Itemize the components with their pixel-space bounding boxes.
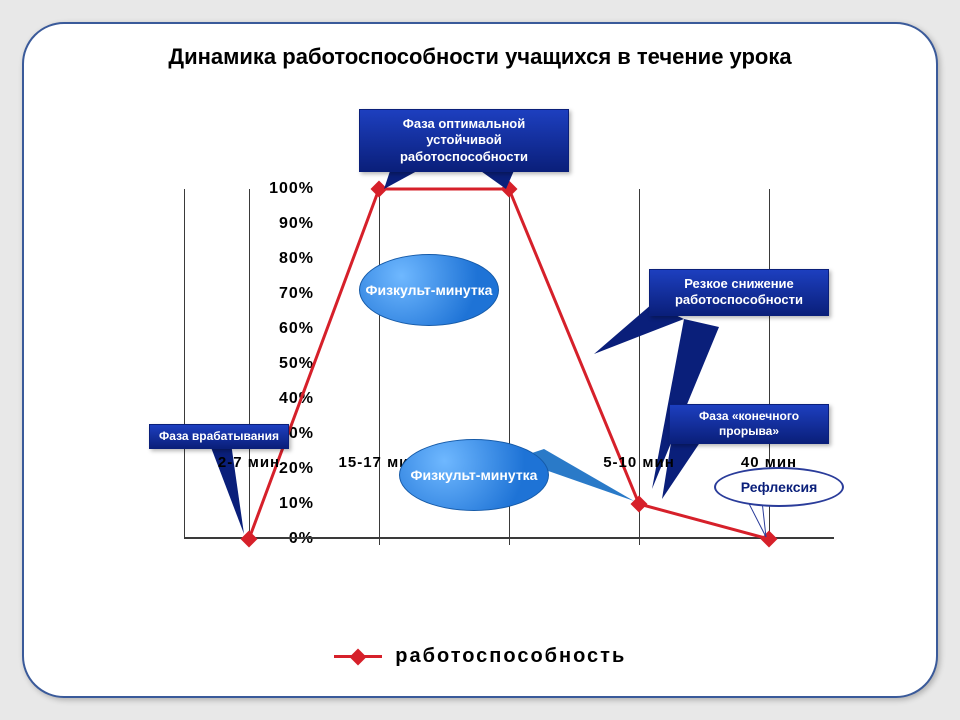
x-axis-label: 2-7 мин	[218, 454, 280, 471]
callout-text: Рефлексия	[741, 479, 818, 496]
chart-area: 0%10%20%30%40%50%60%70%80%90%100% 2-7 ми…	[94, 94, 884, 634]
callout-reflection: Рефлексия	[714, 467, 844, 507]
x-tick	[379, 539, 380, 545]
callout-physcult-1: Физкульт-минутка	[359, 254, 499, 326]
data-marker	[761, 531, 778, 548]
data-marker	[371, 181, 388, 198]
callout-text: Фаза оптимальной устойчивой работоспособ…	[400, 116, 528, 164]
legend-marker-icon	[334, 655, 382, 658]
callout-text: Физкульт-минутка	[366, 282, 493, 299]
outer-frame: Динамика работоспособности учащихся в те…	[0, 0, 960, 720]
callout-phase-optimal: Фаза оптимальной устойчивой работоспособ…	[359, 109, 569, 172]
callout-phase-start: Фаза врабатывания	[149, 424, 289, 449]
x-tick	[639, 539, 640, 545]
callout-text: Физкульт-минутка	[411, 467, 538, 484]
legend-label: работоспособность	[395, 645, 626, 667]
chart-panel: Динамика работоспособности учащихся в те…	[22, 22, 938, 698]
data-marker	[631, 496, 648, 513]
callout-decline: Резкое снижение работоспособности	[649, 269, 829, 316]
callout-text: Резкое снижение работоспособности	[675, 276, 803, 307]
callout-text: Фаза «конечного прорыва»	[699, 409, 799, 438]
x-tick	[509, 539, 510, 545]
callout-text: Фаза врабатывания	[159, 429, 279, 443]
callout-final-phase: Фаза «конечного прорыва»	[669, 404, 829, 444]
callout-physcult-2: Физкульт-минутка	[399, 439, 549, 511]
chart-title: Динамика работоспособности учащихся в те…	[24, 44, 936, 70]
x-axis-label: 5-10 мин	[603, 454, 675, 471]
legend: работоспособность	[24, 645, 936, 668]
